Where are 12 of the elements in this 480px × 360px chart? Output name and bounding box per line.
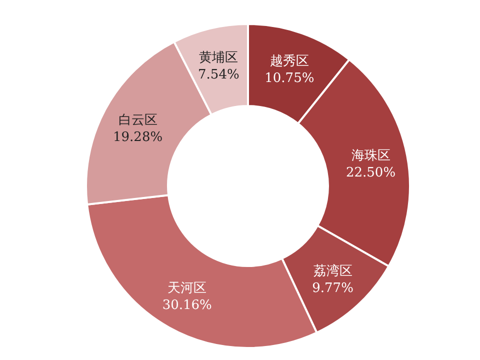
data-label: 7.54% [198, 67, 240, 82]
data-label: 30.16% [162, 298, 212, 314]
data-label: 19.28% [113, 130, 163, 146]
slice-label: 越秀区 [270, 54, 309, 70]
slice-label: 荔湾区 [313, 262, 352, 279]
data-label: 22.50% [346, 166, 396, 181]
data-label: 9.77% [312, 280, 354, 296]
slice-label: 天河区 [168, 281, 207, 296]
slice-label: 白云区 [118, 113, 158, 128]
slice-label: 黄埔区 [199, 50, 238, 66]
slice-label: 海珠区 [351, 148, 390, 164]
data-label: 10.75% [264, 71, 314, 86]
